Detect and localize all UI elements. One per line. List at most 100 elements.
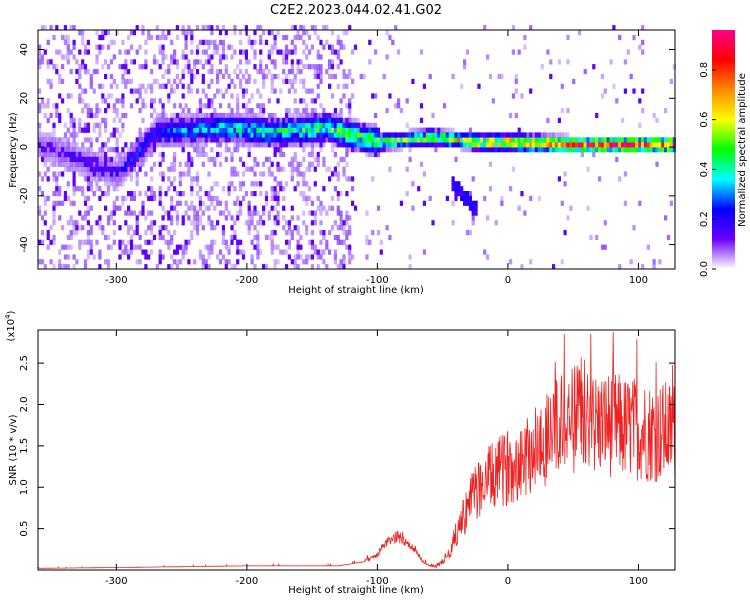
heatmap-cell bbox=[287, 137, 291, 143]
heatmap-cell bbox=[609, 59, 613, 65]
heatmap-cell bbox=[264, 132, 269, 138]
heatmap-cell bbox=[603, 244, 607, 250]
heatmap-cell bbox=[307, 151, 312, 158]
heatmap-cell bbox=[58, 137, 62, 143]
heatmap-cell bbox=[296, 30, 300, 36]
heatmap-cell bbox=[339, 108, 343, 114]
heatmap-cell bbox=[319, 69, 323, 75]
heatmap-cell bbox=[621, 147, 625, 153]
heatmap-cell bbox=[279, 127, 283, 133]
heatmap-cell bbox=[184, 117, 188, 123]
heatmap-cell bbox=[221, 39, 225, 45]
heatmap-cell bbox=[138, 83, 142, 89]
heatmap-cell bbox=[95, 239, 99, 245]
heatmap-cell bbox=[230, 151, 234, 158]
heatmap-cell bbox=[175, 137, 179, 143]
heatmap-cell bbox=[641, 25, 645, 31]
heatmap-cell bbox=[121, 200, 125, 206]
heatmap-cell bbox=[112, 117, 116, 123]
heatmap-cell bbox=[164, 83, 168, 89]
heatmap-cell bbox=[336, 161, 340, 167]
heatmap-cell bbox=[253, 64, 257, 70]
heatmap-cell bbox=[40, 191, 45, 197]
heatmap-cell bbox=[259, 171, 263, 177]
heatmap-cell bbox=[78, 244, 82, 250]
heatmap-cell bbox=[557, 132, 561, 138]
heatmap-cell bbox=[603, 88, 607, 94]
heatmap-cell bbox=[52, 234, 56, 241]
heatmap-cell bbox=[290, 234, 294, 241]
heatmap-cell bbox=[193, 210, 197, 216]
heatmap-cell bbox=[150, 147, 154, 153]
heatmap-cell bbox=[158, 195, 162, 201]
heatmap-cell bbox=[638, 147, 642, 153]
x-tick-label: 100 bbox=[629, 275, 648, 286]
heatmap-cell bbox=[488, 137, 493, 143]
heatmap-cell bbox=[78, 73, 82, 80]
heatmap-cell bbox=[204, 132, 208, 138]
heatmap-cell bbox=[333, 117, 337, 123]
heatmap-cell bbox=[92, 191, 96, 197]
heatmap-cell bbox=[342, 137, 346, 143]
heatmap-cell bbox=[586, 147, 590, 153]
heatmap-cell bbox=[241, 249, 246, 255]
heatmap-cell bbox=[362, 147, 366, 153]
heatmap-cell bbox=[86, 171, 90, 177]
heatmap-cell bbox=[118, 151, 122, 158]
heatmap-cell bbox=[339, 210, 343, 216]
heatmap-cell bbox=[98, 254, 102, 260]
heatmap-cell bbox=[486, 54, 490, 60]
heatmap-cell bbox=[61, 161, 65, 167]
heatmap-cell bbox=[198, 59, 202, 65]
heatmap-cell bbox=[167, 122, 171, 128]
heatmap-cell bbox=[270, 127, 274, 133]
heatmap-cell bbox=[615, 137, 619, 143]
heatmap-cell bbox=[434, 127, 438, 133]
heatmap-cell bbox=[61, 34, 65, 41]
heatmap-cell bbox=[305, 230, 309, 236]
heatmap-cell bbox=[187, 30, 191, 36]
heatmap-cell bbox=[302, 39, 306, 45]
heatmap-cell bbox=[362, 142, 366, 148]
heatmap-cell bbox=[351, 137, 355, 143]
heatmap-cell bbox=[164, 34, 168, 41]
heatmap-cell bbox=[471, 205, 475, 211]
heatmap-cell bbox=[669, 78, 673, 84]
heatmap-cell bbox=[184, 210, 188, 216]
heatmap-cell bbox=[285, 59, 289, 65]
heatmap-cell bbox=[557, 117, 561, 123]
heatmap-cell bbox=[270, 132, 274, 138]
heatmap-cell bbox=[428, 137, 432, 143]
heatmap-cell bbox=[127, 210, 131, 216]
heatmap-cell bbox=[81, 225, 85, 231]
heatmap-cell bbox=[190, 156, 194, 162]
colorbar-label: Normalized spectral amplitude bbox=[737, 73, 748, 227]
heatmap-cell bbox=[101, 44, 105, 50]
heatmap-cell bbox=[264, 137, 269, 143]
heatmap-cell bbox=[270, 122, 274, 128]
heatmap-cell bbox=[129, 244, 134, 250]
heatmap-cell bbox=[348, 147, 352, 153]
heatmap-cell bbox=[95, 161, 99, 167]
heatmap-cell bbox=[302, 137, 306, 143]
heatmap-cell bbox=[46, 147, 50, 153]
heatmap-cell bbox=[69, 122, 73, 128]
heatmap-cell bbox=[463, 132, 467, 138]
heatmap-cell bbox=[641, 49, 645, 55]
heatmap-cell bbox=[184, 171, 188, 177]
heatmap-cell bbox=[181, 249, 185, 255]
heatmap-cell bbox=[270, 112, 274, 119]
heatmap-cell bbox=[285, 132, 289, 138]
heatmap-cell bbox=[664, 108, 668, 114]
heatmap-cell bbox=[563, 181, 567, 187]
heatmap-cell bbox=[167, 137, 171, 143]
heatmap-cell bbox=[526, 132, 530, 138]
heatmap-cell bbox=[336, 112, 340, 119]
heatmap-cell bbox=[276, 195, 280, 201]
heatmap-cell bbox=[83, 259, 88, 265]
heatmap-cell bbox=[152, 78, 157, 84]
heatmap-cell bbox=[40, 259, 45, 265]
heatmap-cell bbox=[181, 93, 185, 99]
heatmap-cell bbox=[173, 132, 177, 138]
heatmap-cell bbox=[267, 166, 271, 172]
